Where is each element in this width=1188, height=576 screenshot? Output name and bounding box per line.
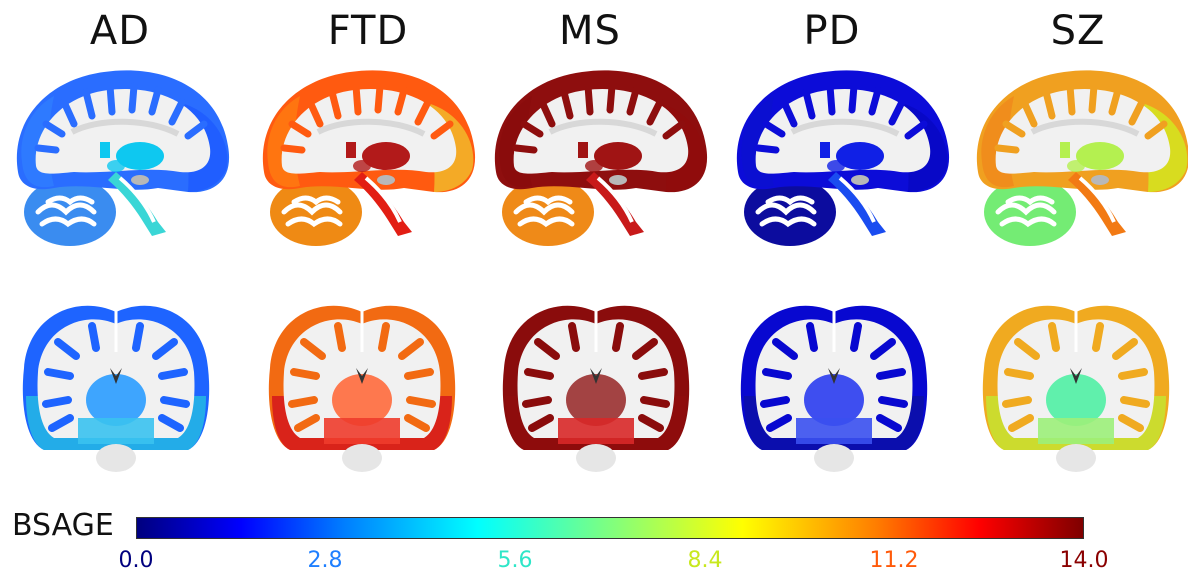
coronal-brain-sz (982, 304, 1170, 472)
deep-grey-matter (362, 142, 410, 170)
brainstem-region (78, 418, 154, 444)
ventricle-marker (1091, 175, 1109, 185)
white-matter (995, 88, 1171, 174)
colorbar-tick-3: 8.4 (687, 548, 723, 573)
brainstem-region (796, 418, 872, 444)
cerebellum-folia (995, 195, 1057, 228)
white-matter (281, 88, 457, 174)
ventricle-marker (851, 175, 869, 185)
cortical-gyri (1002, 322, 1150, 432)
hippocampus-region (1067, 160, 1085, 172)
cortical-gyri (522, 322, 670, 432)
coronal-brain-pd (740, 304, 928, 472)
cortical-sulci (994, 82, 1168, 154)
cerebellum-region (502, 178, 594, 246)
cortical-gyri (42, 322, 190, 432)
cortical-sulci (512, 82, 686, 154)
lateral-ventricles (1070, 368, 1082, 384)
cerebellum-region (24, 178, 116, 246)
panel-title-ms: MS (559, 8, 621, 54)
colorbar-label: BSAGE (12, 508, 114, 543)
colorbar-tick-0: 0.0 (118, 548, 154, 573)
brainstem-highlight (364, 176, 402, 223)
cerebellum-folia (513, 195, 575, 228)
panel-title-ftd: FTD (327, 8, 409, 54)
thalamus-region (820, 142, 830, 158)
white-matter (513, 88, 689, 174)
cerebellum-region (96, 444, 136, 472)
brainstem-region (558, 418, 634, 444)
colorbar (136, 517, 1084, 539)
cerebellum-region (342, 444, 382, 472)
cerebellum-region (984, 178, 1076, 246)
corpus-callosum (316, 118, 426, 137)
cortical-sulci (754, 82, 928, 154)
cortical-gyri (288, 322, 436, 432)
ventricle-marker (609, 175, 627, 185)
coronal-brain-ftd (268, 304, 456, 472)
corpus-callosum (790, 118, 900, 137)
lateral-ventricles (356, 368, 368, 384)
deep-grey-matter (594, 142, 642, 170)
cerebellum-folia (35, 195, 97, 228)
cortical-sulci (280, 82, 454, 154)
deep-grey-matter (1076, 142, 1124, 170)
corpus-callosum (548, 118, 658, 137)
cerebellum-region (744, 178, 836, 246)
white-matter (755, 88, 931, 174)
corpus-callosum (1030, 118, 1140, 137)
lateral-ventricles (590, 368, 602, 384)
thalamus-region (346, 142, 356, 158)
hippocampus-region (353, 160, 371, 172)
brainstem-region (1038, 418, 1114, 444)
deep-grey-matter (116, 142, 164, 170)
lateral-ventricles (110, 368, 122, 384)
coronal-brain-ad (22, 304, 210, 472)
panel-title-ad: AD (89, 8, 151, 54)
hippocampus-region (827, 160, 845, 172)
cerebellum-region (270, 178, 362, 246)
panel-title-pd: PD (803, 8, 861, 54)
cortical-gyri (760, 322, 908, 432)
sagittal-brain-ftd (262, 70, 476, 246)
ventricle-marker (131, 175, 149, 185)
thalamus-region (1060, 142, 1070, 158)
cerebellum-region (1056, 444, 1096, 472)
thalamus-region (578, 142, 588, 158)
colorbar-tick-1: 2.8 (307, 548, 343, 573)
deep-grey-matter (332, 374, 392, 426)
coronal-brain-ms (502, 304, 690, 472)
deep-grey-matter (836, 142, 884, 170)
deep-grey-matter (86, 374, 146, 426)
sagittal-brain-ms (494, 70, 708, 246)
cerebellum-region (814, 444, 854, 472)
brainstem-highlight (838, 176, 876, 223)
deep-grey-matter (1046, 374, 1106, 426)
brainstem-highlight (596, 176, 634, 223)
deep-grey-matter (804, 374, 864, 426)
brainstem-region (324, 418, 400, 444)
colorbar-tick-2: 5.6 (497, 548, 533, 573)
cortical-sulci (34, 82, 208, 154)
colorbar-tick-5: 14.0 (1059, 548, 1109, 573)
cerebellum-folia (281, 195, 343, 228)
brainstem-highlight (118, 176, 156, 223)
hippocampus-region (585, 160, 603, 172)
hippocampus-region (107, 160, 125, 172)
corpus-callosum (70, 118, 180, 137)
panel-title-sz: SZ (1050, 8, 1106, 54)
thalamus-region (100, 142, 110, 158)
sagittal-brain-ad (16, 70, 230, 246)
deep-grey-matter (566, 374, 626, 426)
cerebellum-folia (755, 195, 817, 228)
lateral-ventricles (828, 368, 840, 384)
sagittal-brain-sz (976, 70, 1188, 246)
colorbar-tick-4: 11.2 (869, 548, 919, 573)
cerebellum-region (576, 444, 616, 472)
ventricle-marker (377, 175, 395, 185)
white-matter (35, 88, 211, 174)
brainstem-highlight (1078, 176, 1116, 223)
sagittal-brain-pd (736, 70, 950, 246)
